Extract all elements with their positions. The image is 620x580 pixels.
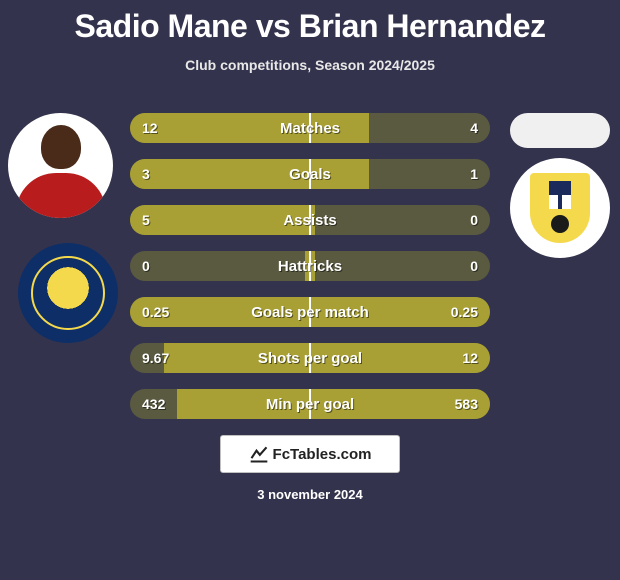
stat-row: 00Hattricks: [130, 251, 490, 281]
stat-label: Matches: [130, 113, 490, 143]
fctables-logo: FcTables.com: [220, 435, 400, 473]
stat-bars: 124Matches 31Goals 50Assists 00Hattricks 0.2…: [130, 113, 490, 419]
stat-label: Goals: [130, 159, 490, 189]
chart-icon: [249, 444, 269, 464]
stat-row: 31Goals: [130, 159, 490, 189]
stat-row: 432583Min per goal: [130, 389, 490, 419]
subtitle: Club competitions, Season 2024/2025: [0, 57, 620, 73]
date-text: 3 november 2024: [0, 487, 620, 502]
player-right-avatar: [510, 113, 610, 148]
stat-label: Min per goal: [130, 389, 490, 419]
stat-row: 124Matches: [130, 113, 490, 143]
stat-label: Goals per match: [130, 297, 490, 327]
stat-label: Shots per goal: [130, 343, 490, 373]
comparison-panel: 124Matches 31Goals 50Assists 00Hattricks 0.2…: [0, 113, 620, 419]
player-left-club-badge: [18, 243, 118, 343]
page-title: Sadio Mane vs Brian Hernandez: [0, 0, 620, 45]
stat-label: Hattricks: [130, 251, 490, 281]
logo-text: FcTables.com: [273, 446, 372, 463]
stat-label: Assists: [130, 205, 490, 235]
player-left-avatar: [8, 113, 113, 218]
player-right-club-badge: [510, 158, 610, 258]
stat-row: 9.6712Shots per goal: [130, 343, 490, 373]
stat-row: 0.250.25Goals per match: [130, 297, 490, 327]
stat-row: 50Assists: [130, 205, 490, 235]
